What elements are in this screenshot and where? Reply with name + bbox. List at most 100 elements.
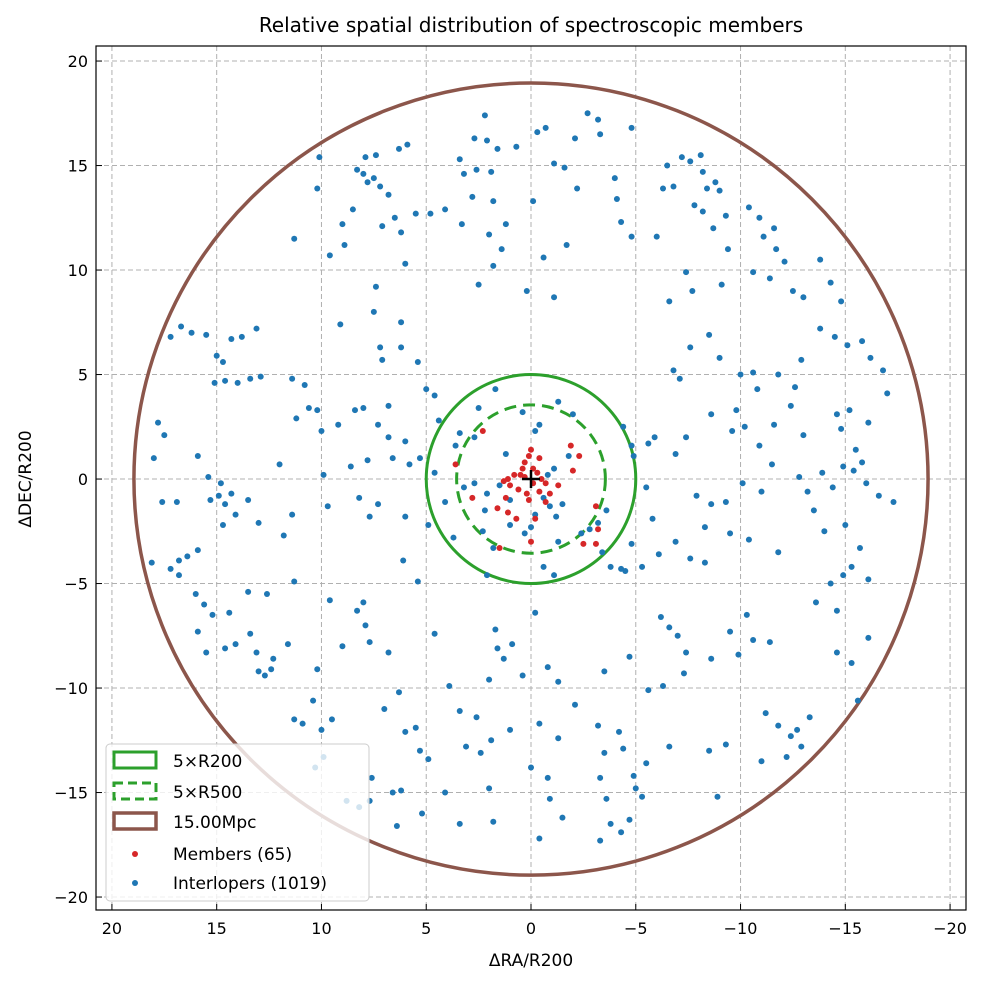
legend-label-r500: 5×R500 xyxy=(173,783,242,803)
interloper-point xyxy=(794,726,801,733)
interloper-point xyxy=(854,697,861,704)
member-point xyxy=(515,486,522,493)
interloper-point xyxy=(639,793,646,800)
interloper-point xyxy=(706,747,713,754)
member-point xyxy=(576,453,583,460)
member-point xyxy=(521,459,528,466)
interloper-point xyxy=(471,434,478,441)
interloper-point xyxy=(555,735,562,742)
interloper-point xyxy=(848,563,855,570)
interloper-point xyxy=(532,427,539,434)
interloper-point xyxy=(175,557,182,564)
member-point xyxy=(479,427,486,434)
member-point xyxy=(542,499,549,506)
interloper-point xyxy=(846,407,853,414)
interloper-point xyxy=(232,511,239,518)
member-point xyxy=(592,503,599,510)
y-tick-label: 15 xyxy=(68,157,88,176)
y-tick-label: −15 xyxy=(54,784,88,803)
interloper-point xyxy=(398,787,405,794)
interloper-point xyxy=(148,559,155,566)
interloper-point xyxy=(228,490,235,497)
circle-5r200 xyxy=(424,373,638,586)
interloper-point xyxy=(360,404,367,411)
interloper-point xyxy=(651,434,658,441)
interloper-point xyxy=(880,367,887,374)
interloper-point xyxy=(565,453,572,460)
interloper-point xyxy=(398,319,405,326)
interloper-point xyxy=(379,223,386,230)
interloper-point xyxy=(452,442,459,449)
interloper-point xyxy=(370,175,377,182)
interloper-point xyxy=(488,168,495,175)
interloper-point xyxy=(595,116,602,123)
legend-label-interlopers: Interlopers (1019) xyxy=(173,874,327,894)
interloper-point xyxy=(528,524,534,531)
interloper-point xyxy=(167,333,174,340)
interloper-point xyxy=(460,170,467,177)
interloper-point xyxy=(368,774,375,781)
interloper-point xyxy=(603,795,610,802)
interloper-point xyxy=(838,425,845,432)
interloper-point xyxy=(620,745,627,752)
x-tick-label: 0 xyxy=(526,919,536,938)
interloper-point xyxy=(743,611,750,618)
member-point xyxy=(555,482,562,489)
interloper-point xyxy=(178,323,185,330)
interloper-point xyxy=(718,281,725,288)
interloper-point xyxy=(375,501,382,508)
interloper-point xyxy=(402,513,409,520)
x-tick-label: −10 xyxy=(724,919,758,938)
interloper-point xyxy=(245,588,252,595)
interloper-point xyxy=(419,810,426,817)
interloper-point xyxy=(584,110,591,117)
interloper-point xyxy=(555,398,562,405)
interloper-point xyxy=(412,724,419,731)
interloper-point xyxy=(456,156,463,163)
interloper-point xyxy=(496,482,503,489)
interloper-point xyxy=(559,814,566,821)
interloper-point xyxy=(532,511,539,518)
interloper-point xyxy=(481,507,488,514)
interloper-point xyxy=(446,682,453,689)
interloper-point xyxy=(833,607,840,614)
interloper-point xyxy=(628,540,635,547)
y-tick-label: 0 xyxy=(78,470,88,489)
interloper-point xyxy=(253,649,260,656)
interloper-point xyxy=(324,503,331,510)
member-point xyxy=(504,509,511,516)
interloper-point xyxy=(219,522,226,529)
interloper-point xyxy=(792,384,799,391)
interloper-point xyxy=(875,492,882,499)
interloper-point xyxy=(829,484,836,491)
interloper-point xyxy=(630,453,637,460)
interloper-point xyxy=(578,530,585,537)
interloper-point xyxy=(528,764,534,771)
interloper-point xyxy=(536,720,543,727)
interloper-point xyxy=(561,164,568,171)
interloper-point xyxy=(660,185,667,192)
interloper-point xyxy=(173,499,180,506)
interloper-point xyxy=(796,473,803,480)
interloper-point xyxy=(255,519,262,526)
interloper-point xyxy=(626,653,633,660)
member-point xyxy=(528,446,534,453)
interloper-point xyxy=(215,492,222,499)
interloper-point xyxy=(477,749,484,756)
interloper-point xyxy=(674,632,681,639)
interloper-point xyxy=(544,774,551,781)
interloper-point xyxy=(890,499,897,506)
interloper-point xyxy=(473,714,480,721)
interloper-point xyxy=(750,636,757,643)
interloper-point xyxy=(639,563,646,570)
interloper-point xyxy=(395,689,402,696)
interloper-point xyxy=(597,774,604,781)
interloper-point xyxy=(536,835,543,842)
interloper-point xyxy=(649,515,656,522)
interloper-point xyxy=(203,331,210,338)
interloper-point xyxy=(687,344,694,351)
interloper-point xyxy=(630,772,637,779)
interloper-point xyxy=(884,390,891,397)
interloper-point xyxy=(431,392,438,399)
